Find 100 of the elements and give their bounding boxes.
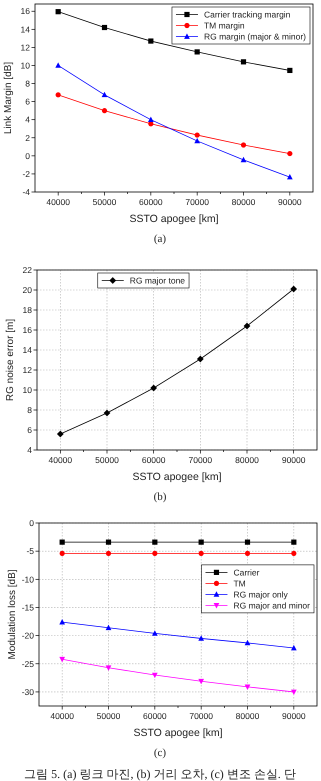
legend-label: TM margin bbox=[204, 20, 245, 30]
y-tick-label: -10 bbox=[22, 574, 34, 584]
point bbox=[150, 384, 158, 392]
point bbox=[102, 108, 108, 114]
point bbox=[290, 286, 298, 292]
legend-label: RG major only bbox=[233, 589, 289, 600]
point bbox=[56, 92, 61, 98]
legend-label: RG major tone bbox=[130, 276, 186, 286]
x-tick-label: 70000 bbox=[188, 455, 212, 465]
point bbox=[244, 550, 250, 556]
y-tick-label: 22 bbox=[22, 265, 32, 275]
y-tick-label: 8 bbox=[27, 405, 32, 415]
point bbox=[198, 678, 204, 684]
point bbox=[60, 540, 65, 545]
y-tick-label: 2 bbox=[25, 132, 30, 143]
x-tick-label: 70000 bbox=[185, 197, 210, 207]
y-tick-label: -20 bbox=[22, 630, 34, 641]
point bbox=[106, 540, 112, 545]
y-tick-label: 18 bbox=[22, 305, 32, 315]
y-tick-label: 16 bbox=[20, 6, 30, 16]
y-tick-label: -2 bbox=[22, 168, 30, 179]
y-tick-label: 6 bbox=[25, 96, 30, 107]
point bbox=[194, 132, 200, 138]
point bbox=[194, 138, 200, 144]
point bbox=[152, 550, 158, 556]
legend-label: TM bbox=[233, 578, 246, 588]
point bbox=[152, 630, 158, 636]
point bbox=[104, 410, 110, 416]
point bbox=[196, 356, 204, 362]
y-tick-label: -30 bbox=[22, 686, 34, 697]
x-tick-label: 70000 bbox=[189, 711, 214, 721]
x-axis-title: SSTO apogee [km] bbox=[129, 213, 219, 225]
point bbox=[148, 116, 154, 122]
point bbox=[60, 550, 65, 556]
y-tick-label: 10 bbox=[22, 385, 32, 395]
text: (a) bbox=[154, 233, 166, 245]
point bbox=[290, 644, 297, 650]
x-tick-label: 60000 bbox=[143, 711, 167, 721]
y-tick-label: 0 bbox=[29, 518, 34, 528]
y-tick-label: -5 bbox=[26, 546, 34, 556]
point bbox=[240, 142, 246, 148]
point bbox=[290, 690, 297, 696]
point bbox=[106, 550, 112, 556]
point bbox=[59, 656, 66, 662]
x-tick-label: 80000 bbox=[235, 455, 260, 465]
legend-label: RG major and minor bbox=[233, 600, 310, 610]
legend-label: RG margin (major & minor) bbox=[204, 32, 306, 42]
point bbox=[244, 322, 250, 330]
point bbox=[152, 672, 158, 678]
point bbox=[194, 49, 200, 55]
point bbox=[287, 68, 292, 74]
y-tick-label: -15 bbox=[22, 602, 34, 612]
point bbox=[244, 640, 250, 646]
y-tick-label: 14 bbox=[20, 24, 30, 34]
x-tick-label: 50000 bbox=[96, 711, 121, 721]
x-axis-title: SSTO apogee [km] bbox=[133, 727, 223, 739]
x-tick-label: 90000 bbox=[282, 711, 306, 721]
point bbox=[291, 540, 296, 545]
text: (c) bbox=[154, 747, 166, 759]
point bbox=[240, 156, 246, 162]
y-tick-label: 16 bbox=[22, 325, 32, 335]
point bbox=[240, 59, 246, 64]
y-tick-label: -25 bbox=[22, 658, 34, 669]
x-tick-label: 40000 bbox=[46, 197, 70, 207]
y-axis-title: Modulation loss [dB] bbox=[7, 569, 18, 660]
y-tick-label: -4 bbox=[22, 187, 30, 197]
x-axis-title: SSTO apogee [km] bbox=[132, 471, 222, 483]
point bbox=[198, 635, 204, 641]
point bbox=[244, 540, 250, 545]
x-tick-label: 60000 bbox=[142, 455, 166, 465]
legend-label: Carrier tracking margin bbox=[204, 10, 291, 20]
x-tick-label: 90000 bbox=[278, 197, 302, 207]
point bbox=[286, 174, 293, 180]
y-tick-label: 12 bbox=[22, 365, 32, 375]
point bbox=[56, 9, 61, 14]
x-tick-label: 60000 bbox=[139, 197, 163, 207]
point bbox=[56, 430, 64, 438]
x-tick-label: 90000 bbox=[282, 455, 306, 465]
point bbox=[106, 624, 112, 630]
point bbox=[59, 618, 66, 624]
y-tick-label: 4 bbox=[25, 114, 30, 125]
x-tick-label: 80000 bbox=[232, 197, 256, 207]
x-tick-label: 50000 bbox=[95, 455, 120, 465]
point bbox=[287, 150, 292, 156]
point bbox=[198, 540, 204, 545]
point bbox=[152, 540, 158, 545]
y-tick-label: 8 bbox=[25, 78, 30, 89]
y-tick-label: 12 bbox=[20, 42, 30, 52]
point bbox=[148, 38, 154, 44]
y-tick-label: 10 bbox=[20, 60, 30, 70]
point bbox=[102, 24, 108, 30]
point bbox=[291, 550, 296, 556]
x-tick-label: 40000 bbox=[48, 455, 72, 465]
x-tick-label: 40000 bbox=[50, 711, 74, 721]
y-tick-label: 4 bbox=[27, 445, 32, 455]
text: (b) bbox=[154, 491, 167, 503]
y-axis-title: Link Margin [dB] bbox=[3, 62, 14, 134]
point bbox=[198, 550, 204, 556]
legend-label: Carrier bbox=[233, 567, 260, 578]
x-tick-label: 50000 bbox=[92, 197, 117, 207]
